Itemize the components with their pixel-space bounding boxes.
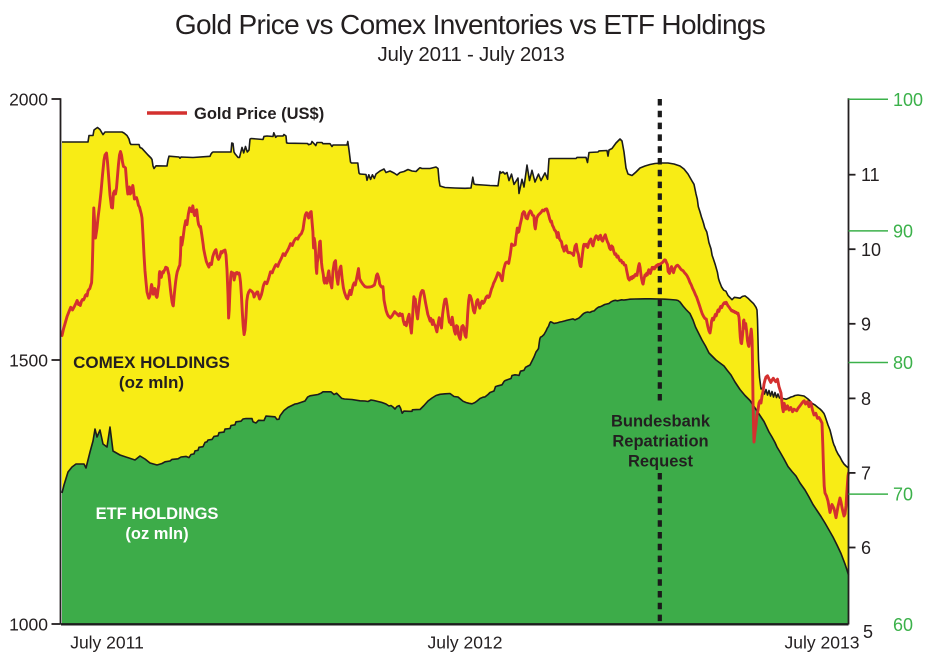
svg-text:Gold Price vs Comex Inventorie: Gold Price vs Comex Inventories vs ETF H… xyxy=(175,9,765,40)
svg-text:60: 60 xyxy=(893,615,913,635)
svg-text:9: 9 xyxy=(861,314,871,334)
svg-text:July 2011 - July 2013: July 2011 - July 2013 xyxy=(378,43,565,66)
svg-text:5: 5 xyxy=(863,622,873,642)
svg-text:70: 70 xyxy=(893,485,913,505)
svg-text:100: 100 xyxy=(893,90,923,110)
svg-text:Bundesbank: Bundesbank xyxy=(611,413,711,431)
svg-text:6: 6 xyxy=(861,538,871,558)
svg-text:90: 90 xyxy=(893,221,913,241)
svg-text:1000: 1000 xyxy=(9,615,48,635)
svg-text:80: 80 xyxy=(893,353,913,373)
svg-text:(oz mln): (oz mln) xyxy=(125,525,188,543)
svg-text:July 2012: July 2012 xyxy=(428,633,503,653)
svg-text:11: 11 xyxy=(861,165,880,185)
svg-text:8: 8 xyxy=(861,389,871,409)
svg-text:(oz mln): (oz mln) xyxy=(119,373,184,392)
svg-text:COMEX HOLDINGS: COMEX HOLDINGS xyxy=(73,353,230,372)
svg-text:2000: 2000 xyxy=(9,90,48,110)
svg-text:7: 7 xyxy=(861,463,871,483)
svg-text:July 2011: July 2011 xyxy=(70,633,144,653)
svg-text:Repatriation: Repatriation xyxy=(612,433,708,451)
svg-text:July 2013: July 2013 xyxy=(785,633,860,653)
svg-text:Gold Price (US$): Gold Price (US$) xyxy=(194,105,324,123)
svg-text:10: 10 xyxy=(861,240,881,260)
svg-text:1500: 1500 xyxy=(9,351,48,371)
svg-text:Request: Request xyxy=(628,453,694,471)
svg-text:ETF HOLDINGS: ETF HOLDINGS xyxy=(96,505,219,523)
